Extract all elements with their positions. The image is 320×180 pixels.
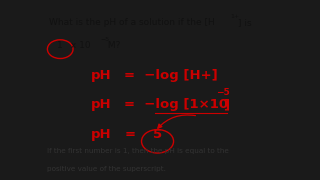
Text: pH: pH xyxy=(91,98,112,111)
Text: What is the pH of a solution if the [H: What is the pH of a solution if the [H xyxy=(49,18,215,27)
Text: =  −log [1×10: = −log [1×10 xyxy=(124,98,228,111)
Text: x 10: x 10 xyxy=(68,40,91,50)
Text: =: = xyxy=(124,128,135,141)
Text: 1+: 1+ xyxy=(230,14,240,19)
Text: =  −log [H+]: = −log [H+] xyxy=(124,69,218,82)
Text: positive value of the superscript.: positive value of the superscript. xyxy=(47,166,165,172)
Text: ] is: ] is xyxy=(238,18,251,27)
Text: −5: −5 xyxy=(100,37,109,42)
Text: pH: pH xyxy=(91,69,112,82)
Text: 1: 1 xyxy=(57,40,63,50)
Text: If the first number is 1, then the pH is equal to the: If the first number is 1, then the pH is… xyxy=(47,148,228,154)
Text: ]: ] xyxy=(223,98,229,111)
Text: 5: 5 xyxy=(153,128,162,141)
Text: −5: −5 xyxy=(216,88,229,97)
Text: M?: M? xyxy=(105,40,121,50)
Text: pH: pH xyxy=(91,128,112,141)
